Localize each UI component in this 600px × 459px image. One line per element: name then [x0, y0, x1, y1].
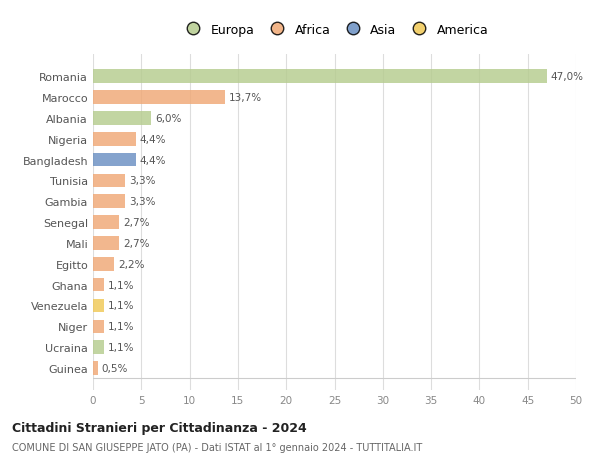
Text: 1,1%: 1,1%	[107, 342, 134, 353]
Text: 4,4%: 4,4%	[139, 155, 166, 165]
Text: 1,1%: 1,1%	[107, 322, 134, 331]
Text: 6,0%: 6,0%	[155, 114, 181, 123]
Bar	[93, 278, 104, 292]
Bar	[93, 133, 136, 146]
Bar	[93, 237, 119, 250]
Bar	[93, 361, 98, 375]
Bar	[93, 91, 226, 105]
Bar	[93, 341, 104, 354]
Text: 3,3%: 3,3%	[129, 197, 155, 207]
Bar	[93, 153, 136, 167]
Text: 2,7%: 2,7%	[123, 238, 149, 248]
Bar	[93, 195, 125, 208]
Bar	[93, 70, 547, 84]
Bar	[93, 216, 119, 230]
Bar	[93, 257, 114, 271]
Text: 47,0%: 47,0%	[551, 72, 584, 82]
Text: 2,7%: 2,7%	[123, 218, 149, 228]
Bar	[93, 320, 104, 333]
Text: Cittadini Stranieri per Cittadinanza - 2024: Cittadini Stranieri per Cittadinanza - 2…	[12, 421, 307, 434]
Text: 3,3%: 3,3%	[129, 176, 155, 186]
Text: COMUNE DI SAN GIUSEPPE JATO (PA) - Dati ISTAT al 1° gennaio 2024 - TUTTITALIA.IT: COMUNE DI SAN GIUSEPPE JATO (PA) - Dati …	[12, 442, 422, 452]
Bar	[93, 174, 125, 188]
Text: 4,4%: 4,4%	[139, 134, 166, 145]
Text: 13,7%: 13,7%	[229, 93, 262, 103]
Legend: Europa, Africa, Asia, America: Europa, Africa, Asia, America	[178, 21, 491, 39]
Bar	[93, 112, 151, 125]
Text: 1,1%: 1,1%	[107, 301, 134, 311]
Text: 2,2%: 2,2%	[118, 259, 145, 269]
Bar	[93, 299, 104, 313]
Text: 1,1%: 1,1%	[107, 280, 134, 290]
Text: 0,5%: 0,5%	[101, 363, 128, 373]
